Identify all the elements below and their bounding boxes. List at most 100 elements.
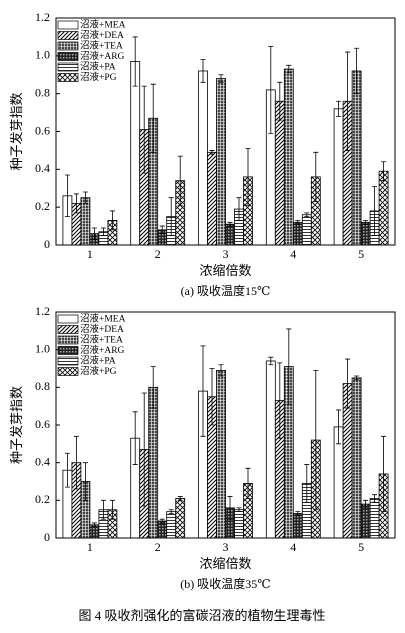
- error-bar: [218, 74, 224, 83]
- error-bar: [268, 356, 274, 366]
- bar: [274, 100, 285, 246]
- caption: 图 4 吸收剂强化的富碳沼液的植物生理毒性: [78, 608, 325, 623]
- bar: [80, 197, 91, 246]
- error-bar: [286, 328, 292, 405]
- legend-label: 沼液+ARG: [80, 50, 125, 62]
- x-tick-label: 2: [155, 247, 161, 261]
- error-bar: [218, 364, 224, 377]
- error-bar: [150, 83, 156, 153]
- x-tick-label: 4: [290, 247, 296, 261]
- error-bar: [372, 185, 378, 236]
- legend-label: 沼液+ARG: [80, 344, 125, 356]
- error-bar: [363, 499, 369, 509]
- error-bar: [64, 452, 70, 488]
- bar: [351, 377, 362, 539]
- x-tick-label: 1: [87, 540, 93, 554]
- error-bar: [141, 85, 147, 174]
- legend-swatch: [57, 41, 79, 51]
- error-bar: [159, 518, 165, 524]
- legend-label: 沼液+TEA: [80, 40, 123, 52]
- bar: [292, 513, 303, 539]
- legend-label: 沼液+DEA: [80, 29, 124, 41]
- error-bar: [372, 494, 378, 503]
- bar: [333, 108, 344, 246]
- error-bar: [227, 221, 233, 227]
- legend-label: 沼液+TEA: [80, 334, 123, 346]
- bar: [130, 61, 141, 246]
- y-tick-label: 0: [44, 237, 50, 251]
- legend-swatch: [57, 367, 79, 376]
- error-bar: [277, 362, 283, 439]
- y-tick-label: 0.8: [35, 85, 50, 99]
- legend-swatch: [57, 73, 79, 82]
- bar: [378, 170, 389, 246]
- y-tick-label: 0.2: [35, 199, 50, 213]
- error-bar: [313, 151, 319, 202]
- bar: [283, 68, 294, 246]
- error-bar: [82, 191, 88, 204]
- legend-swatch: [57, 325, 79, 334]
- subtitle: (a) 吸收温度15℃: [181, 283, 271, 298]
- error-bar: [159, 225, 165, 235]
- error-bar: [177, 155, 183, 206]
- error-bar: [336, 409, 342, 445]
- legend-label: 沼液+PA: [80, 61, 116, 73]
- y-tick-label: 0.4: [35, 454, 50, 468]
- error-bar: [91, 522, 97, 528]
- y-tick-label: 1.0: [35, 341, 50, 355]
- x-tick-label: 4: [290, 540, 296, 554]
- y-axis-label: 种子发芽指数: [9, 92, 24, 170]
- error-bar: [354, 47, 360, 95]
- error-bar: [132, 411, 138, 465]
- error-bar: [227, 496, 233, 520]
- x-axis-label: 浓缩倍数: [199, 556, 251, 571]
- bar: [157, 520, 168, 539]
- error-bar: [286, 64, 292, 74]
- error-bar: [295, 220, 301, 225]
- legend-label: 沼液+PG: [80, 365, 117, 377]
- legend-label: 沼液+PA: [80, 355, 116, 367]
- error-bar: [336, 100, 342, 117]
- x-axis-label: 浓缩倍数: [199, 263, 251, 278]
- subtitle: (b) 吸收温度35℃: [180, 576, 270, 591]
- x-tick-label: 3: [223, 247, 229, 261]
- plot-frame: [55, 17, 396, 246]
- legend-swatch: [57, 314, 79, 324]
- error-bar: [304, 212, 310, 218]
- error-bar: [381, 435, 387, 513]
- error-bar: [295, 511, 301, 516]
- error-bar: [73, 435, 79, 490]
- error-bar: [236, 197, 242, 221]
- error-bar: [109, 499, 115, 520]
- y-tick-label: 0.6: [35, 123, 50, 137]
- error-bar: [141, 392, 147, 507]
- error-bar: [200, 345, 206, 437]
- error-bar: [100, 227, 106, 236]
- error-bar: [132, 36, 138, 87]
- error-bar: [268, 45, 274, 134]
- legend-label: 沼液+MEA: [80, 19, 126, 31]
- error-bar: [168, 197, 174, 236]
- legend-swatch: [57, 346, 79, 355]
- legend-swatch: [57, 31, 79, 40]
- x-tick-label: 1: [87, 247, 93, 261]
- legend-label: 沼液+DEA: [80, 323, 124, 335]
- y-tick-label: 1.2: [35, 304, 50, 318]
- x-tick-label: 5: [358, 540, 364, 554]
- bar: [216, 369, 226, 539]
- error-bar: [209, 150, 215, 155]
- error-bar: [345, 358, 351, 409]
- error-bar: [91, 227, 97, 240]
- error-bar: [64, 174, 70, 218]
- error-bar: [236, 507, 242, 513]
- y-tick-label: 0: [44, 530, 50, 544]
- legend-swatch: [57, 20, 79, 30]
- bar: [265, 360, 276, 539]
- error-bar: [245, 467, 251, 499]
- legend-label: 沼液+MEA: [80, 313, 126, 325]
- error-bar: [177, 496, 183, 501]
- x-tick-label: 3: [223, 540, 229, 554]
- bar: [351, 70, 362, 246]
- bar: [166, 511, 177, 539]
- legend-swatch: [57, 356, 79, 366]
